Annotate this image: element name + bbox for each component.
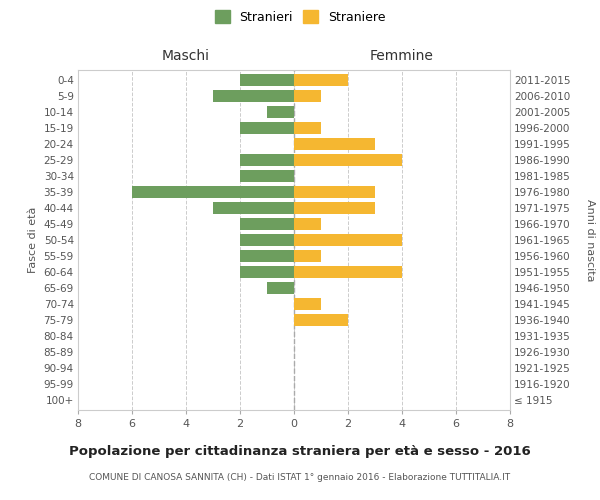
Bar (240, 122, 294, 134)
Bar (240, 170, 294, 182)
Text: Maschi: Maschi (162, 48, 210, 62)
Bar (240, 266, 294, 278)
Bar (294, 202, 375, 214)
Bar (294, 74, 348, 86)
Bar (240, 218, 294, 230)
Bar (213, 202, 294, 214)
Bar (240, 234, 294, 246)
Legend: Stranieri, Straniere: Stranieri, Straniere (211, 6, 389, 28)
Bar (294, 90, 321, 102)
Bar (267, 106, 294, 118)
Bar (294, 122, 321, 134)
Text: Femmine: Femmine (370, 48, 434, 62)
Bar (240, 74, 294, 86)
Bar (294, 154, 402, 166)
Bar (294, 250, 321, 262)
Bar (294, 234, 402, 246)
Bar (240, 250, 294, 262)
Bar (294, 314, 348, 326)
Y-axis label: Anni di nascita: Anni di nascita (585, 198, 595, 281)
Bar (267, 282, 294, 294)
Bar (294, 218, 321, 230)
Bar (294, 298, 321, 310)
Bar (294, 138, 375, 150)
Y-axis label: Fasce di età: Fasce di età (28, 207, 38, 273)
Bar (294, 266, 402, 278)
Bar (294, 186, 375, 198)
Bar (213, 90, 294, 102)
Bar (132, 186, 294, 198)
Text: COMUNE DI CANOSA SANNITA (CH) - Dati ISTAT 1° gennaio 2016 - Elaborazione TUTTIT: COMUNE DI CANOSA SANNITA (CH) - Dati IST… (89, 472, 511, 482)
Text: Popolazione per cittadinanza straniera per età e sesso - 2016: Popolazione per cittadinanza straniera p… (69, 445, 531, 458)
Bar (240, 154, 294, 166)
